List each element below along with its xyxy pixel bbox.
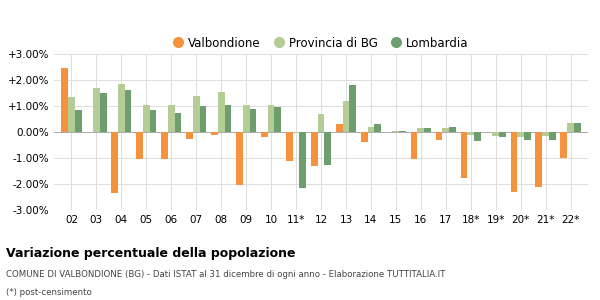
Bar bbox=[161, 132, 168, 159]
Bar bbox=[517, 132, 524, 137]
Bar bbox=[567, 123, 574, 132]
Bar bbox=[560, 132, 567, 158]
Bar bbox=[411, 132, 418, 159]
Bar bbox=[125, 90, 131, 132]
Bar bbox=[467, 132, 474, 135]
Bar bbox=[535, 132, 542, 187]
Bar bbox=[136, 132, 143, 159]
Bar bbox=[293, 132, 299, 133]
Bar bbox=[524, 132, 531, 140]
Bar bbox=[499, 132, 506, 137]
Bar bbox=[274, 107, 281, 132]
Bar bbox=[200, 106, 206, 132]
Bar bbox=[399, 131, 406, 132]
Bar bbox=[325, 132, 331, 164]
Bar bbox=[168, 105, 175, 132]
Bar bbox=[236, 132, 243, 185]
Bar bbox=[93, 88, 100, 132]
Bar bbox=[299, 132, 306, 188]
Bar bbox=[211, 132, 218, 135]
Text: (*) post-censimento: (*) post-censimento bbox=[6, 288, 92, 297]
Bar bbox=[224, 105, 231, 132]
Bar bbox=[261, 132, 268, 137]
Bar bbox=[311, 132, 317, 166]
Bar bbox=[143, 105, 149, 132]
Bar bbox=[542, 132, 549, 136]
Bar bbox=[442, 128, 449, 132]
Bar bbox=[68, 97, 75, 132]
Bar bbox=[100, 93, 107, 132]
Bar bbox=[268, 105, 274, 132]
Bar bbox=[493, 132, 499, 136]
Bar bbox=[336, 124, 343, 132]
Bar bbox=[368, 127, 374, 132]
Bar bbox=[111, 132, 118, 193]
Bar bbox=[186, 132, 193, 139]
Bar bbox=[436, 132, 442, 140]
Bar bbox=[424, 128, 431, 132]
Text: COMUNE DI VALBONDIONE (BG) - Dati ISTAT al 31 dicembre di ogni anno - Elaborazio: COMUNE DI VALBONDIONE (BG) - Dati ISTAT … bbox=[6, 270, 445, 279]
Bar bbox=[175, 112, 181, 132]
Bar bbox=[250, 109, 256, 132]
Bar bbox=[374, 124, 381, 132]
Bar bbox=[574, 123, 581, 132]
Bar bbox=[243, 105, 250, 132]
Bar bbox=[474, 132, 481, 141]
Bar bbox=[317, 114, 325, 132]
Bar bbox=[149, 110, 157, 132]
Bar bbox=[349, 85, 356, 132]
Bar bbox=[118, 84, 125, 132]
Bar bbox=[549, 132, 556, 140]
Bar bbox=[511, 132, 517, 192]
Legend: Valbondione, Provincia di BG, Lombardia: Valbondione, Provincia di BG, Lombardia bbox=[169, 32, 473, 54]
Bar bbox=[218, 92, 224, 132]
Bar bbox=[286, 132, 293, 160]
Bar bbox=[75, 110, 82, 132]
Bar bbox=[343, 101, 349, 132]
Bar bbox=[449, 127, 456, 132]
Bar bbox=[392, 131, 399, 132]
Bar bbox=[361, 132, 368, 142]
Bar bbox=[61, 68, 68, 132]
Bar bbox=[193, 96, 200, 132]
Text: Variazione percentuale della popolazione: Variazione percentuale della popolazione bbox=[6, 248, 296, 260]
Bar bbox=[461, 132, 467, 178]
Bar bbox=[418, 128, 424, 132]
